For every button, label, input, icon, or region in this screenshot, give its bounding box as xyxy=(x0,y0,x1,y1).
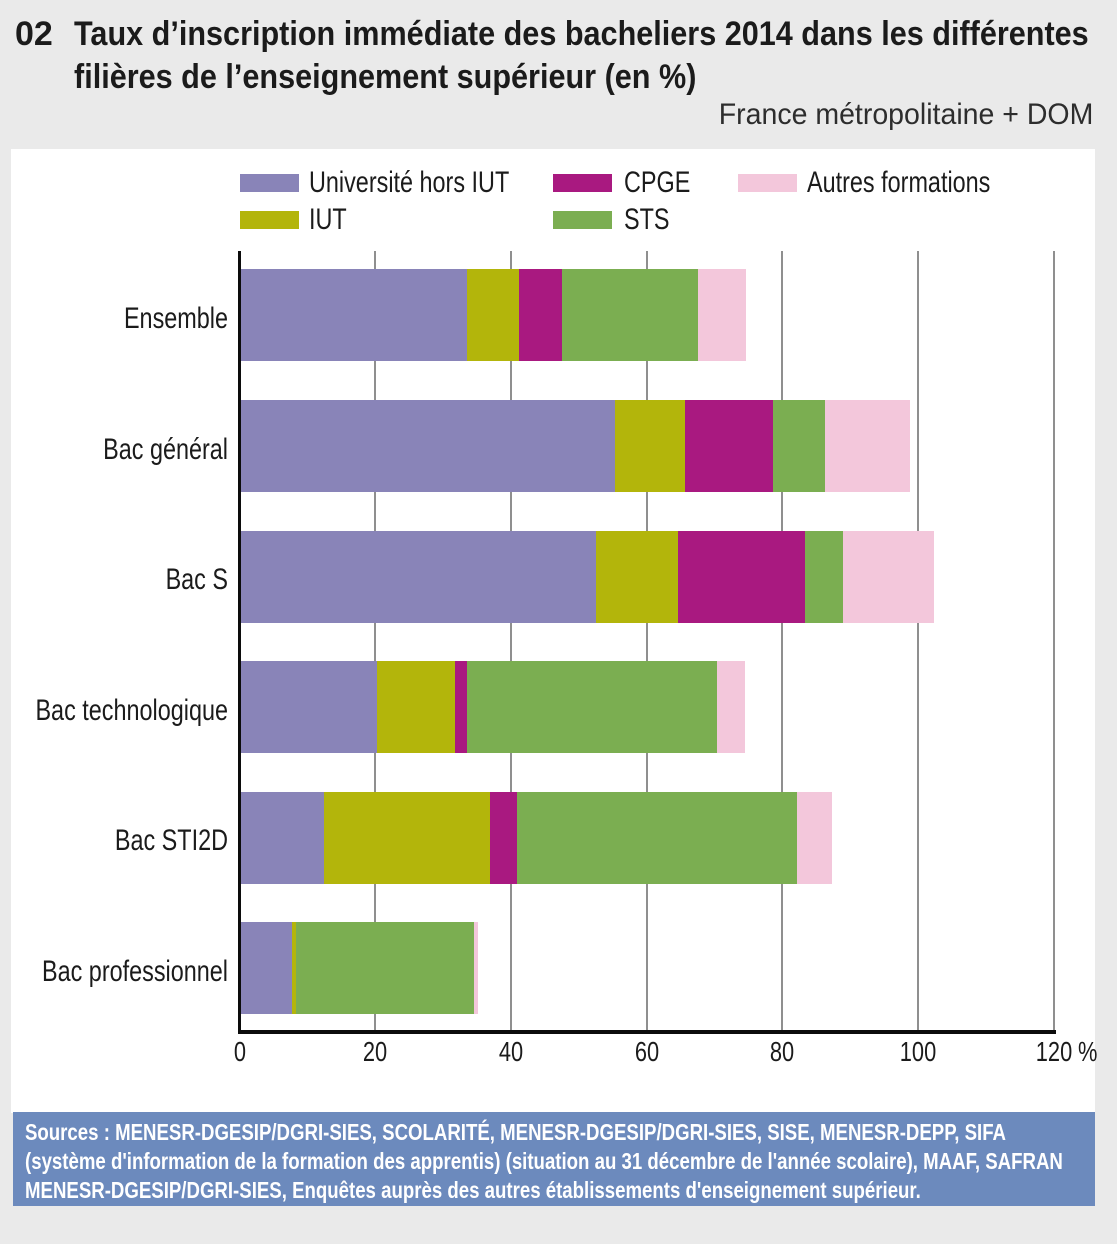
bar-segment xyxy=(685,400,774,492)
category-label: Bac S xyxy=(165,563,228,596)
y-axis-line xyxy=(238,251,241,1034)
category-label: Bac professionnel xyxy=(41,954,228,988)
sources-box: Sources : MENESR-DGESIP/DGRI-SIES, SCOLA… xyxy=(13,1112,1095,1206)
legend-swatch-universit-hors-iut xyxy=(239,174,299,192)
bar-segment xyxy=(454,661,468,753)
bar-segment xyxy=(489,791,517,884)
x-tick-label: 40 xyxy=(498,1036,524,1067)
x-tick-label: 60 xyxy=(634,1036,659,1067)
bar-segment xyxy=(324,791,490,884)
category-label: Bac technologique xyxy=(35,693,228,727)
bar-segment xyxy=(291,922,296,1014)
legend-swatch-sts xyxy=(553,211,612,229)
bar-segment xyxy=(596,530,678,623)
gridline-80 xyxy=(781,251,784,1031)
bar-segment xyxy=(773,400,826,492)
x-tick-label: 20 xyxy=(363,1036,388,1067)
figure-number: 02 xyxy=(15,15,53,53)
legend-label: CPGE xyxy=(624,166,691,199)
x-tick-label: 0 xyxy=(233,1036,246,1067)
figure-scope-note: France métropolitaine + DOM xyxy=(718,98,1093,131)
bar-segment xyxy=(717,661,745,753)
gridline-60 xyxy=(645,251,648,1031)
bar-segment xyxy=(473,922,478,1014)
gridline-40 xyxy=(509,251,512,1031)
bar-row-bac-sti2d xyxy=(239,791,833,884)
bar-segment xyxy=(562,269,699,361)
gridline-120 xyxy=(1052,251,1055,1031)
category-label: Bac STI2D xyxy=(114,824,228,857)
legend-label: Autres formations xyxy=(807,166,991,199)
bar-segment xyxy=(677,530,806,623)
bar-segment xyxy=(239,269,468,361)
x-axis-unit: % xyxy=(1078,1036,1098,1067)
bar-segment xyxy=(698,269,747,361)
sources-line: (système d'information de la formation d… xyxy=(25,1147,1063,1174)
sources-line: Sources : MENESR-DGESIP/DGRI-SIES, SCOLA… xyxy=(25,1119,1007,1145)
gridline-20 xyxy=(374,251,377,1031)
bar-segment xyxy=(519,269,563,361)
bar-segment xyxy=(516,791,797,884)
legend-swatch-iut xyxy=(239,211,299,229)
bar-segment xyxy=(239,530,597,623)
category-label: Ensemble xyxy=(123,301,228,335)
bar-row-bac-technologique xyxy=(239,661,745,753)
bar-segment xyxy=(239,400,615,492)
bar-segment xyxy=(805,530,843,623)
bar-row-ensemble xyxy=(239,269,747,361)
bar-segment xyxy=(796,791,833,884)
bar-segment xyxy=(842,530,934,623)
bar-segment xyxy=(825,400,910,492)
x-tick-label: 80 xyxy=(770,1036,795,1067)
bar-segment xyxy=(239,791,325,884)
x-tick-label: 100 xyxy=(899,1036,937,1067)
x-tick-label: 120 xyxy=(1035,1036,1072,1067)
bar-segment xyxy=(239,661,377,753)
bar-segment xyxy=(467,269,520,361)
bar-segment xyxy=(467,661,718,753)
legend-swatch-autres-formations xyxy=(738,174,797,192)
bar-row-bac-professionnel xyxy=(239,922,478,1014)
bar-segment xyxy=(239,922,292,1014)
x-axis-line xyxy=(238,1030,1056,1034)
bar-segment xyxy=(376,661,455,753)
legend-label: STS xyxy=(624,203,670,236)
legend-swatch-cpge xyxy=(553,174,612,192)
bar-segment xyxy=(295,922,474,1014)
legend-label: Université hors IUT xyxy=(309,166,510,199)
gridline-100 xyxy=(917,251,919,1031)
bar-segment xyxy=(614,400,686,492)
legend-label: IUT xyxy=(309,203,347,236)
bar-row-bac-s xyxy=(239,530,934,623)
sources-line: MENESR-DGESIP/DGRI-SIES, Enquêtes auprès… xyxy=(25,1176,921,1203)
category-label: Bac général xyxy=(103,432,228,466)
bar-row-bac-g-n-ral xyxy=(239,400,910,492)
figure-title: Taux d’inscription immédiate des bacheli… xyxy=(74,15,1089,96)
